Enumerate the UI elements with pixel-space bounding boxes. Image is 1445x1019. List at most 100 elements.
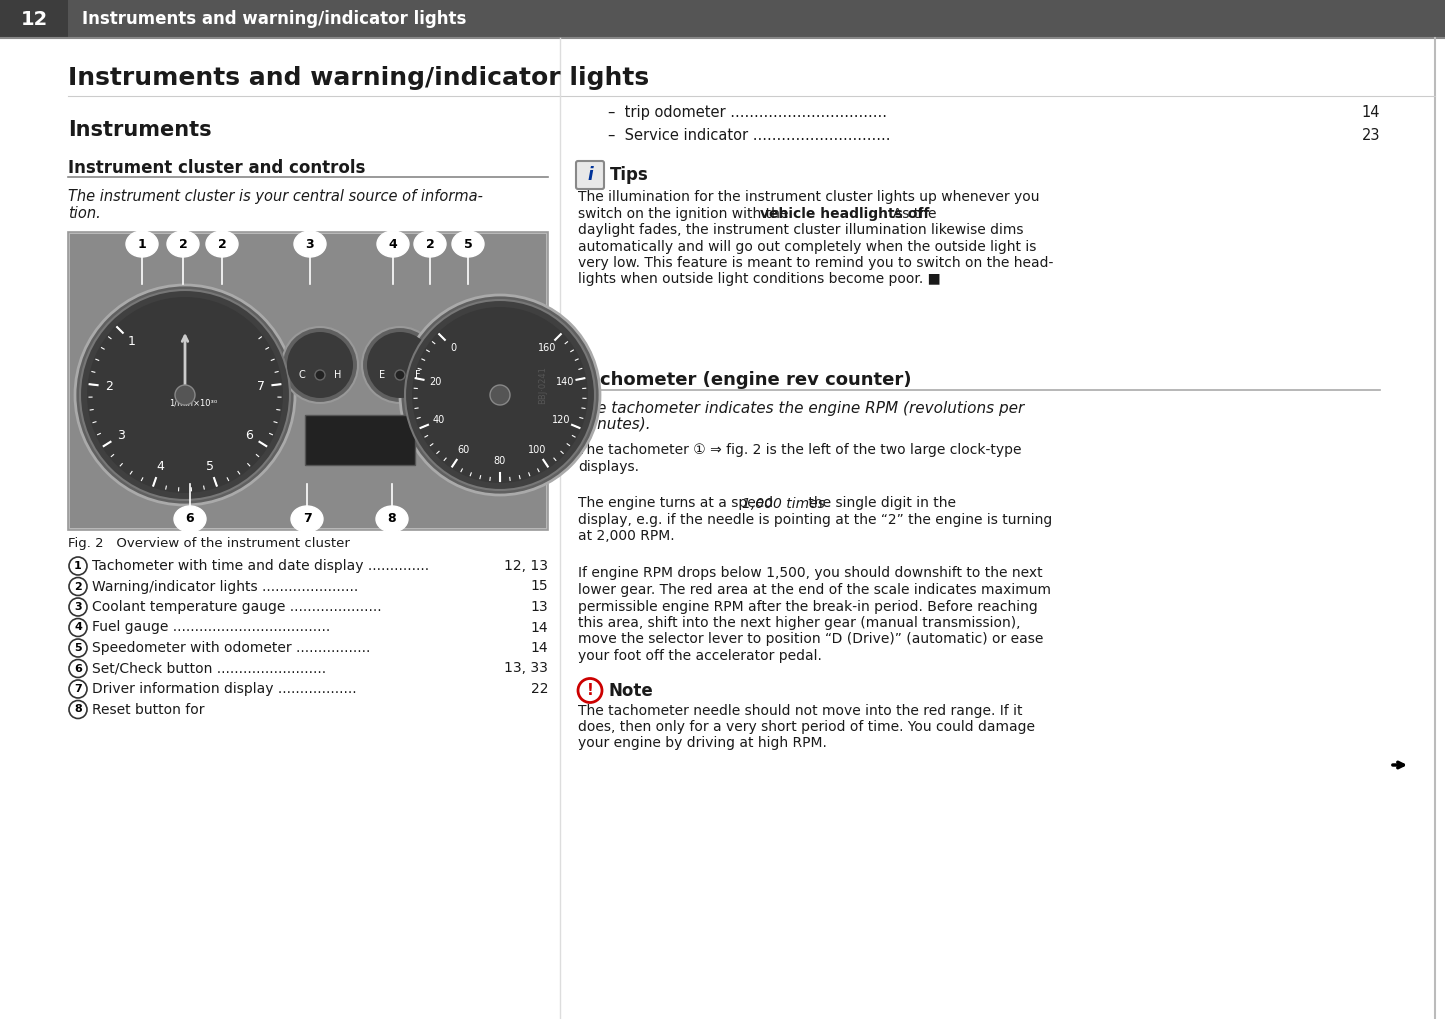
Text: Instruments and warning/indicator lights: Instruments and warning/indicator lights [68,66,649,90]
Circle shape [363,327,438,403]
Text: 1,000 times: 1,000 times [741,496,825,511]
Circle shape [282,327,358,403]
Text: 2: 2 [74,582,82,591]
Text: 1: 1 [137,237,146,251]
Text: Tachometer with time and date display ..............: Tachometer with time and date display ..… [92,559,429,573]
Text: Fig. 2   Overview of the instrument cluster: Fig. 2 Overview of the instrument cluste… [68,536,350,549]
Text: i: i [587,166,592,184]
Text: 160: 160 [538,343,556,354]
Ellipse shape [452,231,484,257]
Text: lower gear. The red area at the end of the scale indicates maximum: lower gear. The red area at the end of t… [578,583,1051,597]
Text: minutes).: minutes). [578,417,650,431]
Text: C: C [299,370,305,380]
Text: !: ! [587,683,594,698]
Circle shape [490,385,510,405]
Text: permissible engine RPM after the break-in period. Before reaching: permissible engine RPM after the break-i… [578,599,1038,613]
Text: 4: 4 [74,623,82,633]
Text: at 2,000 RPM.: at 2,000 RPM. [578,530,675,543]
Circle shape [69,680,87,698]
Text: tion.: tion. [68,206,101,220]
Text: 12, 13: 12, 13 [504,559,548,573]
Circle shape [175,385,195,405]
Text: 2: 2 [105,380,113,393]
Text: 1: 1 [74,561,82,571]
Ellipse shape [290,506,324,532]
Text: lights when outside light conditions become poor. ■: lights when outside light conditions bec… [578,272,941,286]
Text: 7: 7 [74,684,82,694]
Text: 3: 3 [117,429,124,442]
Circle shape [288,332,353,398]
Text: 12: 12 [20,9,48,29]
Text: 4: 4 [389,237,397,251]
Circle shape [412,307,588,483]
Text: The instrument cluster is your central source of informa-: The instrument cluster is your central s… [68,189,483,204]
Text: 2: 2 [426,237,435,251]
Text: Instruments: Instruments [68,120,211,140]
Text: If engine RPM drops below 1,500, you should downshift to the next: If engine RPM drops below 1,500, you sho… [578,567,1043,581]
Text: Reset button for: Reset button for [92,702,205,716]
Text: automatically and will go out completely when the outside light is: automatically and will go out completely… [578,239,1036,254]
Text: Warning/indicator lights ......................: Warning/indicator lights ...............… [92,580,358,593]
Text: 8: 8 [74,704,82,714]
Circle shape [69,557,87,575]
Text: 2: 2 [179,237,188,251]
Text: display, e.g. if the needle is pointing at the “2” the engine is turning: display, e.g. if the needle is pointing … [578,513,1052,527]
Text: displays.: displays. [578,460,639,474]
Text: –  Service indicator .............................: – Service indicator ....................… [608,127,890,143]
Text: 4: 4 [156,461,163,473]
Bar [305,415,415,465]
Text: 13: 13 [530,600,548,614]
Ellipse shape [207,231,238,257]
Text: 1: 1 [127,335,136,347]
Bar [68,232,548,530]
Text: Driver information display ..................: Driver information display .............… [92,682,357,696]
Text: 2: 2 [218,237,227,251]
Text: H: H [334,370,341,380]
Circle shape [69,639,87,657]
Text: 23: 23 [1361,127,1380,143]
Text: 6: 6 [186,513,194,526]
Text: switch on the ignition with the: switch on the ignition with the [578,207,793,220]
Text: your foot off the accelerator pedal.: your foot off the accelerator pedal. [578,649,822,663]
Text: move the selector lever to position “D (Drive)” (automatic) or ease: move the selector lever to position “D (… [578,633,1043,646]
Ellipse shape [293,231,327,257]
Circle shape [69,619,87,637]
Text: Note: Note [608,682,653,699]
Circle shape [69,700,87,718]
Text: 5: 5 [74,643,82,653]
Circle shape [69,659,87,678]
Text: 7: 7 [257,380,264,393]
Circle shape [69,578,87,595]
Ellipse shape [376,506,407,532]
Circle shape [394,370,405,380]
Ellipse shape [415,231,447,257]
Text: 14: 14 [1361,105,1380,119]
Text: 5: 5 [207,461,214,473]
Bar [0,0,1445,38]
Text: 140: 140 [555,377,574,387]
Text: 14: 14 [530,621,548,635]
Text: Coolant temperature gauge .....................: Coolant temperature gauge ..............… [92,600,381,614]
Circle shape [79,290,290,500]
Text: The illumination for the instrument cluster lights up whenever you: The illumination for the instrument clus… [578,190,1039,204]
Ellipse shape [377,231,409,257]
Text: 22: 22 [530,682,548,696]
Text: Instruments and warning/indicator lights: Instruments and warning/indicator lights [82,10,467,28]
Text: F: F [415,370,420,380]
Text: 1/min×10³⁰: 1/min×10³⁰ [169,398,217,408]
Text: very low. This feature is meant to remind you to switch on the head-: very low. This feature is meant to remin… [578,256,1053,270]
Text: 40: 40 [434,416,445,425]
Circle shape [400,294,600,495]
Text: 15: 15 [530,580,548,593]
Text: 14: 14 [530,641,548,655]
Text: Speedometer with odometer .................: Speedometer with odometer ..............… [92,641,379,655]
Text: Set/Check button .........................: Set/Check button .......................… [92,661,327,676]
Text: 0: 0 [451,343,457,354]
Circle shape [87,297,283,493]
Text: 7: 7 [302,513,311,526]
Circle shape [75,285,295,505]
Text: does, then only for a very short period of time. You could damage: does, then only for a very short period … [578,720,1035,734]
Text: 120: 120 [552,416,571,425]
Text: 5: 5 [464,237,473,251]
Text: this area, shift into the next higher gear (manual transmission),: this area, shift into the next higher ge… [578,616,1020,630]
